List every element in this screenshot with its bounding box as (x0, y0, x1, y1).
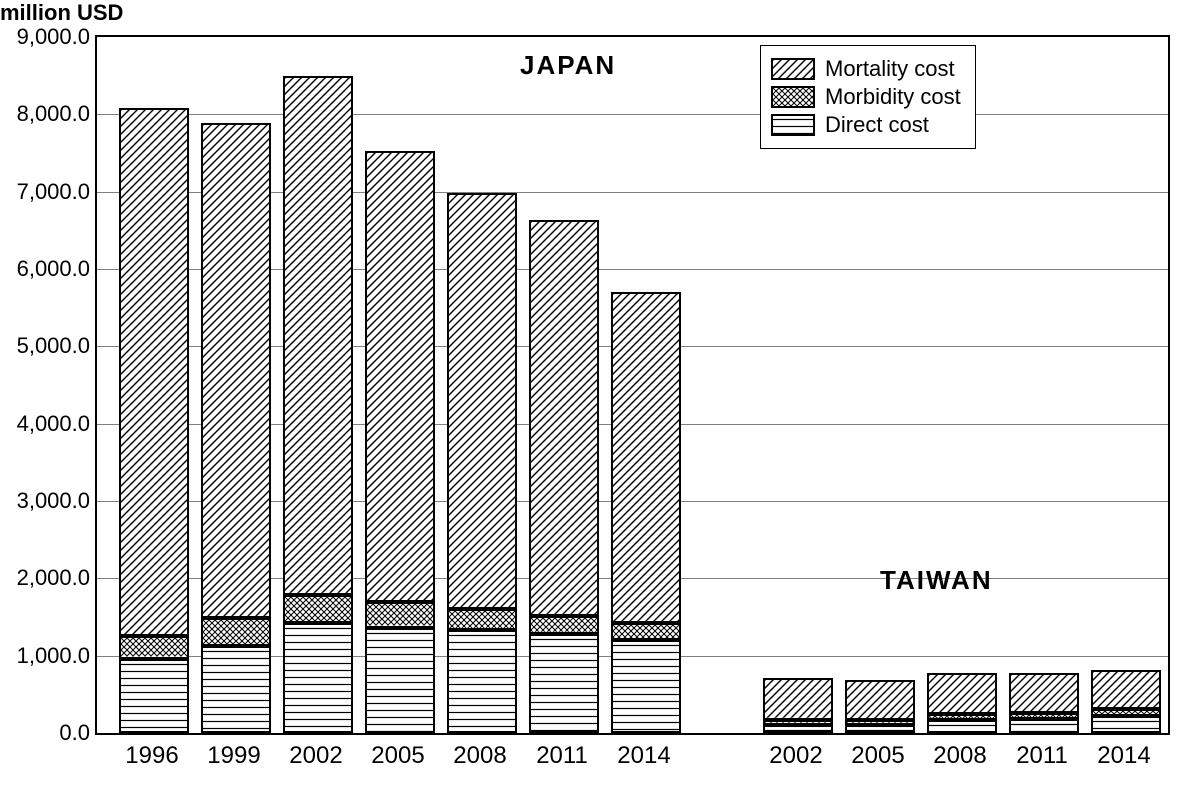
bar-segment-morbidity (283, 595, 353, 624)
x-tick-label: 2014 (1097, 742, 1150, 770)
x-tick-label: 2005 (851, 742, 904, 770)
legend: Mortality costMorbidity costDirect cost (760, 45, 976, 149)
x-tick-label: 2002 (289, 742, 342, 770)
y-tick-label: 3,000.0 (10, 488, 90, 514)
y-tick-label: 0.0 (10, 720, 90, 746)
y-tick-label: 8,000.0 (10, 101, 90, 127)
legend-swatch-mortality (771, 58, 815, 80)
x-tick-label: 2008 (453, 742, 506, 770)
bar-segment-direct (365, 628, 435, 733)
region-label: JAPAN (520, 50, 616, 81)
bar-segment-mortality (1009, 673, 1079, 713)
y-axis-title: million USD (0, 0, 123, 26)
x-tick-label: 2011 (536, 742, 588, 770)
bar-segment-direct (927, 720, 997, 733)
legend-swatch-direct (771, 114, 815, 136)
bar-segment-direct (845, 725, 915, 734)
y-tick-label: 4,000.0 (10, 411, 90, 437)
stacked-bar-chart: million USD 0.0 1,000.0 2,000.0 3,000.0 4,00… (0, 0, 1182, 789)
bar-segment-mortality (447, 193, 517, 609)
bar-segment-mortality (611, 292, 681, 623)
bar-segment-direct (201, 646, 271, 733)
bar-segment-morbidity (845, 720, 915, 725)
bar-segment-mortality (365, 151, 435, 603)
bar-segment-direct (283, 623, 353, 733)
bar-segment-mortality (927, 673, 997, 714)
y-tick-label: 2,000.0 (10, 565, 90, 591)
bar-segment-morbidity (1091, 709, 1161, 716)
bar-segment-direct (763, 725, 833, 734)
bar-segment-morbidity (927, 714, 997, 720)
bar-segment-mortality (201, 123, 271, 618)
legend-label: Direct cost (825, 112, 929, 138)
y-tick-label: 9,000.0 (10, 24, 90, 50)
x-tick-label: 2002 (769, 742, 822, 770)
bar-segment-morbidity (447, 609, 517, 630)
bar-segment-mortality (119, 108, 189, 636)
x-tick-label: 2005 (371, 742, 424, 770)
bar-segment-direct (119, 659, 189, 733)
bar-segment-morbidity (529, 616, 599, 634)
bar-segment-mortality (845, 680, 915, 720)
bar-segment-mortality (1091, 670, 1161, 709)
bar-segment-mortality (283, 76, 353, 595)
legend-label: Morbidity cost (825, 84, 961, 110)
y-tick-label: 5,000.0 (10, 333, 90, 359)
legend-label: Mortality cost (825, 56, 955, 82)
x-tick-label: 2008 (933, 742, 986, 770)
legend-row: Mortality cost (771, 56, 961, 82)
x-tick-label: 2011 (1016, 742, 1068, 770)
bar-segment-morbidity (763, 720, 833, 725)
bar-segment-direct (447, 630, 517, 733)
bar-segment-morbidity (365, 602, 435, 628)
bar-segment-morbidity (201, 618, 271, 647)
bar-segment-morbidity (611, 623, 681, 640)
bar-segment-direct (529, 634, 599, 733)
y-tick-label: 6,000.0 (10, 256, 90, 282)
bar-segment-morbidity (119, 636, 189, 658)
legend-row: Morbidity cost (771, 84, 961, 110)
x-tick-label: 1999 (207, 742, 260, 770)
bar-segment-morbidity (1009, 713, 1079, 719)
bar-segment-direct (1091, 716, 1161, 733)
bar-segment-mortality (763, 678, 833, 720)
y-tick-label: 7,000.0 (10, 179, 90, 205)
x-tick-label: 2014 (617, 742, 670, 770)
plot-area (95, 35, 1170, 735)
region-label: TAIWAN (880, 565, 993, 596)
bar-segment-direct (611, 640, 681, 733)
grid-line (97, 114, 1168, 115)
bar-segment-mortality (529, 220, 599, 616)
legend-swatch-morbidity (771, 86, 815, 108)
x-tick-label: 1996 (125, 742, 178, 770)
legend-row: Direct cost (771, 112, 961, 138)
y-tick-label: 1,000.0 (10, 643, 90, 669)
bar-segment-direct (1009, 719, 1079, 733)
